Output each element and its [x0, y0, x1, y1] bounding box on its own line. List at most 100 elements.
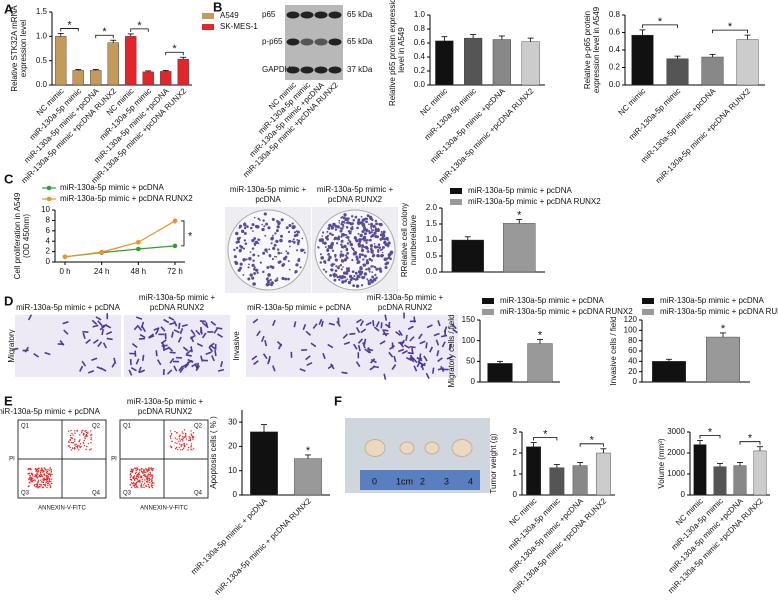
y-tick-label: 2	[513, 448, 518, 457]
cell	[155, 350, 158, 357]
colony-dot	[289, 224, 292, 227]
event	[70, 449, 73, 451]
event	[140, 486, 142, 488]
kda-label: 65 kDa	[347, 10, 373, 19]
colony-dot	[336, 237, 341, 241]
colony-dot	[374, 273, 377, 277]
event	[90, 442, 92, 444]
event	[141, 481, 144, 483]
colony-dot	[233, 248, 236, 252]
significance: *	[67, 19, 72, 31]
event	[78, 445, 80, 447]
legend-swatch	[202, 13, 214, 19]
colony-dot	[246, 225, 249, 228]
colony-dot	[343, 258, 347, 262]
y-tick-label: 1.5	[36, 7, 48, 16]
cell	[305, 330, 312, 336]
colony-dot	[389, 250, 394, 254]
colony-dot	[367, 281, 371, 286]
colony-dot	[341, 233, 346, 237]
cell	[262, 353, 268, 360]
colony-dot	[324, 270, 328, 273]
event	[146, 478, 148, 480]
event	[90, 448, 92, 450]
colony-dot	[242, 273, 245, 276]
event	[149, 475, 151, 477]
event	[148, 479, 151, 482]
event	[49, 467, 51, 469]
colony-dot	[280, 234, 283, 238]
event	[40, 469, 42, 471]
colony-dot	[351, 225, 354, 228]
colony-dot	[331, 225, 334, 228]
point	[62, 254, 68, 260]
flow-label: miR-130a-5p mimic + pcDNA	[0, 407, 101, 416]
colony-dot	[322, 231, 325, 234]
significance: *	[721, 323, 726, 335]
bar	[572, 465, 588, 496]
cell	[372, 365, 380, 369]
significance-bracket	[60, 28, 79, 32]
colony-dot	[360, 249, 364, 253]
bar	[521, 41, 540, 86]
event	[73, 430, 76, 432]
event	[184, 435, 187, 437]
colony-dot	[328, 223, 332, 228]
event	[146, 479, 149, 481]
event	[76, 429, 79, 432]
cell	[177, 336, 182, 343]
colony-dot	[277, 251, 281, 255]
colony-dot	[296, 238, 299, 241]
event	[73, 447, 76, 449]
event	[31, 473, 34, 475]
event	[69, 439, 71, 442]
cell	[443, 326, 448, 333]
event	[135, 471, 137, 474]
event	[43, 467, 46, 469]
y-tick-label: 0	[681, 490, 686, 499]
bar	[693, 444, 707, 496]
colony-dot	[327, 245, 330, 248]
x-tick-label: miR-130a-5p mimic	[423, 87, 478, 142]
event	[34, 484, 36, 486]
bar	[652, 361, 686, 383]
colony-dot	[277, 221, 281, 225]
colony-dot	[366, 214, 370, 218]
colony-dot	[378, 246, 382, 250]
cell	[27, 314, 33, 321]
cell	[420, 364, 425, 371]
colony-dot	[257, 242, 260, 245]
colony-dot	[365, 261, 370, 265]
colony-dot	[347, 221, 351, 225]
colony-dot	[355, 215, 358, 218]
colony-dot	[243, 239, 247, 242]
colony-dot	[335, 242, 339, 245]
colony-dot	[334, 228, 338, 231]
colony-dot	[366, 250, 370, 253]
flow-label: pcDNA RUNX2	[138, 407, 193, 416]
cell	[141, 354, 145, 361]
colony-dot	[288, 245, 291, 248]
event	[72, 434, 74, 436]
event	[46, 475, 49, 477]
bar	[294, 458, 322, 496]
colony-dot	[358, 253, 362, 256]
colony-dot	[278, 260, 282, 264]
cell	[380, 322, 383, 329]
colony-dot	[365, 220, 368, 224]
bar	[177, 59, 189, 86]
event	[183, 429, 186, 431]
legend-swatch	[642, 309, 654, 315]
cell	[327, 364, 334, 370]
colony-dot	[342, 271, 347, 275]
colony-dot	[362, 226, 365, 228]
colony-dot	[339, 256, 342, 259]
event	[82, 442, 85, 444]
colony-dot	[347, 280, 352, 285]
event	[131, 471, 133, 474]
colony-dot	[324, 261, 327, 264]
event	[50, 480, 52, 483]
event	[73, 448, 76, 450]
event	[30, 479, 32, 482]
event	[36, 472, 38, 475]
